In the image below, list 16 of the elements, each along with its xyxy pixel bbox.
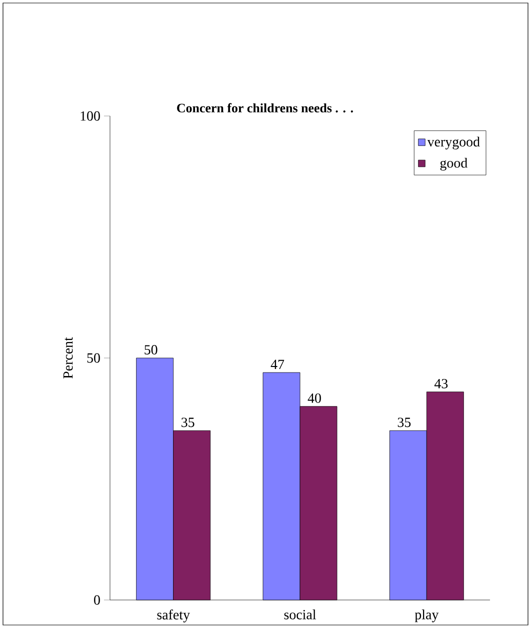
data-label: 43 — [434, 378, 448, 388]
chart-title: Concern for childrens needs . . . — [177, 103, 353, 112]
x-tick-label: safety — [157, 610, 190, 622]
legend-label: good — [440, 158, 468, 171]
y-tick-label: 0 — [94, 595, 100, 605]
legend-label: verygood — [427, 136, 480, 150]
x-tick-label: play — [414, 610, 439, 622]
data-label: 35 — [398, 418, 411, 428]
data-label: 47 — [270, 360, 284, 369]
data-label: 50 — [144, 345, 158, 354]
x-tick-label: social — [284, 610, 316, 620]
y-tick-label: 100 — [80, 111, 100, 121]
data-label: 40 — [308, 393, 321, 403]
y-axis-title: Percent — [63, 337, 73, 378]
y-tick-label: 50 — [87, 353, 100, 363]
data-label: 35 — [182, 418, 194, 428]
